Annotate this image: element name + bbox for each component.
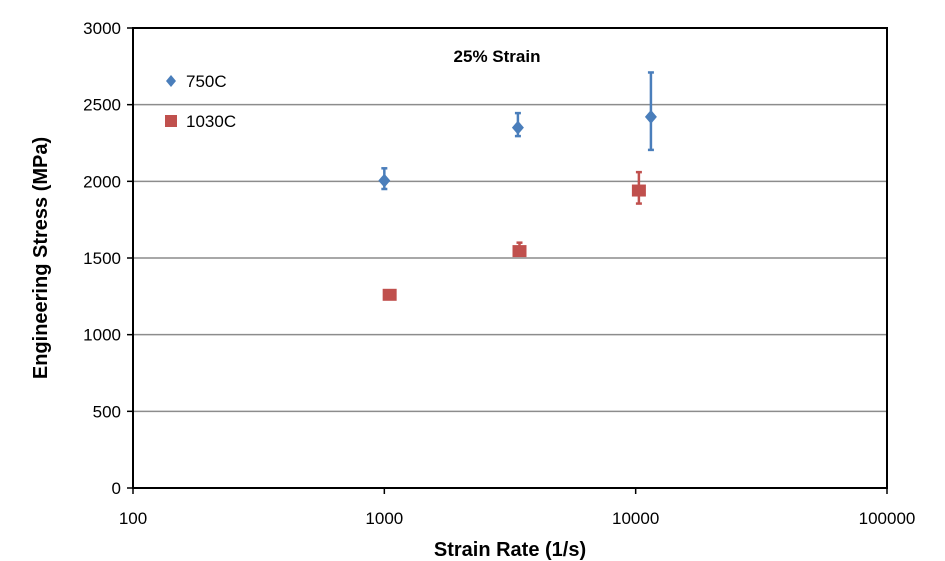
series-1030c <box>382 170 646 301</box>
data-point-square <box>382 288 397 301</box>
chart-title: 25% Strain <box>454 47 541 66</box>
data-point-square <box>512 245 527 258</box>
x-tick-label: 10000 <box>612 509 659 528</box>
data-point-diamond <box>644 109 657 124</box>
y-tick-label: 0 <box>112 479 121 498</box>
data-point-square <box>631 184 646 197</box>
y-tick-label: 2500 <box>83 96 121 115</box>
data-point-diamond <box>378 173 391 188</box>
square-marker-icon <box>165 115 177 127</box>
x-axis-title: Strain Rate (1/s) <box>434 539 586 561</box>
y-axis-title: Engineering Stress (MPa) <box>30 137 52 379</box>
legend-label-1030c: 1030C <box>186 112 236 131</box>
legend: 750C 1030C <box>165 72 236 131</box>
data-point-diamond <box>511 120 524 135</box>
y-tick-label: 500 <box>93 402 121 421</box>
series-750c <box>378 71 657 191</box>
x-tick-label: 1000 <box>365 509 403 528</box>
legend-item-750c: 750C <box>166 72 227 91</box>
y-tick-label: 2000 <box>83 172 121 191</box>
x-tick-label: 100 <box>119 509 147 528</box>
diamond-marker-icon <box>166 75 176 87</box>
legend-label-750c: 750C <box>186 72 227 91</box>
x-tick-label: 100000 <box>859 509 916 528</box>
tick-labels: 0 500 1000 1500 2000 2500 3000 100 1000 10000 1000… <box>83 19 915 528</box>
legend-item-1030c: 1030C <box>165 112 236 131</box>
data-series <box>378 71 657 301</box>
gridlines <box>133 103 887 413</box>
y-tick-label: 3000 <box>83 19 121 38</box>
y-tick-label: 1500 <box>83 249 121 268</box>
y-tick-label: 1000 <box>83 326 121 345</box>
